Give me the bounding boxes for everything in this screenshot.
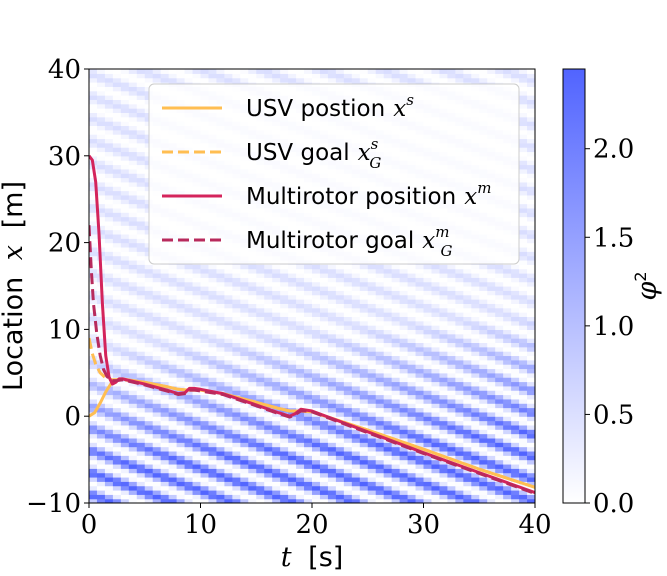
- legend-entry-4: Multirotor goal xm G: [246, 223, 452, 260]
- x-axis-label-unit: [s]: [308, 542, 343, 573]
- x-axis-label-var: t: [281, 542, 292, 573]
- colorbar-ticks: 0.0 0.5 1.0 1.5 2.0: [585, 135, 634, 519]
- y-axis-label: Location x [m]: [0, 181, 29, 391]
- x-tick-label: 0: [81, 510, 98, 540]
- y-tick-label: 0: [64, 402, 81, 432]
- y-tick-label: −10: [26, 489, 81, 519]
- x-tick-label: 30: [407, 510, 440, 540]
- x-axis-label: t [s]: [281, 542, 344, 573]
- y-tick-label: 20: [48, 229, 81, 259]
- legend-entry-1: USV postion xs: [246, 91, 414, 122]
- x-tick-label: 10: [184, 510, 217, 540]
- colorbar-tick-label: 1.5: [593, 223, 634, 253]
- legend-entry-3: Multirotor position xm: [246, 179, 491, 210]
- x-tick-label: 40: [518, 510, 551, 540]
- y-axis-label-text: Location: [0, 277, 29, 391]
- colorbar-label: φ2: [631, 271, 663, 300]
- colorbar-label-var: φ: [632, 282, 663, 301]
- series-layer: [89, 154, 535, 495]
- y-axis-label-unit: [m]: [0, 181, 29, 228]
- colorbar-tick-label: 2.0: [593, 135, 634, 165]
- x-axis-ticks: 0 10 20 30 40: [81, 503, 552, 540]
- y-tick-label: 10: [48, 315, 81, 345]
- series-line-3: [89, 154, 535, 494]
- y-axis-ticks: −10 0 10 20 30 40: [26, 55, 89, 519]
- colorbar-tick-label: 0.5: [593, 400, 634, 430]
- legend: USV postion xs USV goal xs G Multirotor posit…: [148, 83, 520, 265]
- y-tick-label: 40: [48, 55, 81, 85]
- colorbar-tick-label: 0.0: [593, 489, 634, 519]
- y-axis-label-var: x: [0, 245, 29, 260]
- colorbar-tick-label: 1.0: [593, 312, 634, 342]
- legend-entry-2: USV goal xs G: [246, 135, 381, 172]
- legend-frame: [148, 83, 520, 265]
- y-tick-label: 30: [48, 142, 81, 172]
- colorbar-gradient: [563, 69, 585, 503]
- colorbar-label-sup: 2: [631, 271, 650, 281]
- series-line-4: [89, 225, 535, 495]
- colorbar-frame: [562, 68, 586, 504]
- x-tick-label: 20: [295, 510, 328, 540]
- colorbar: 0.0 0.5 1.0 1.5 2.0 φ2: [562, 68, 663, 519]
